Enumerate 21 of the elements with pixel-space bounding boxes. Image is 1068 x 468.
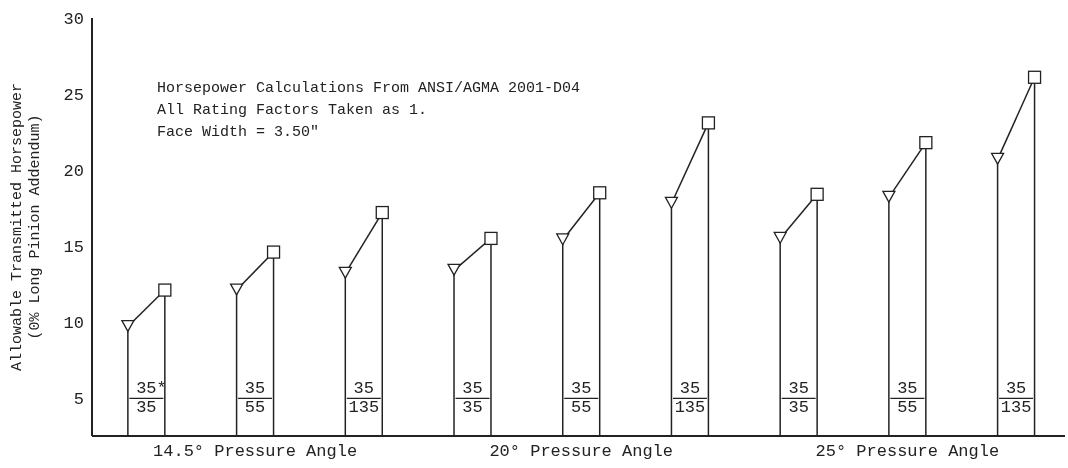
annotation: 35 55 (571, 379, 592, 418)
y-tick-label: 15 (63, 238, 84, 258)
y-tick-label: 20 (63, 162, 84, 182)
annotation: 35 135 (674, 379, 706, 418)
annotation: 35 35 (788, 379, 809, 418)
y-tick-label: 5 (73, 390, 84, 410)
annotation: 35 135 (348, 379, 380, 418)
annotation: 35 35 (462, 379, 483, 418)
annotation: 35 135 (1000, 379, 1032, 418)
y-tick-label: 10 (63, 314, 84, 334)
y-tick-label: 25 (63, 86, 84, 106)
x-tick-label: 20° Pressure Angle (489, 442, 674, 462)
annotation: All Rating Factors Taken as 1. (157, 101, 429, 121)
x-tick-label: 25° Pressure Angle (815, 442, 1000, 462)
annotation: 35 55 (897, 379, 918, 418)
y-tick-label: 30 (63, 10, 84, 30)
annotation: Face Width = 3.50" (157, 123, 321, 143)
y-axis-title: Allowable Transmitted Horsepower (0% Long Pinion Addendum) (9, 82, 44, 372)
annotation: 35 55 (244, 379, 266, 418)
x-tick-label: 14.5° Pressure Angle (153, 442, 358, 462)
annotation: Horsepower Calculations From ANSI/AGMA 2001-D04 (157, 79, 581, 99)
